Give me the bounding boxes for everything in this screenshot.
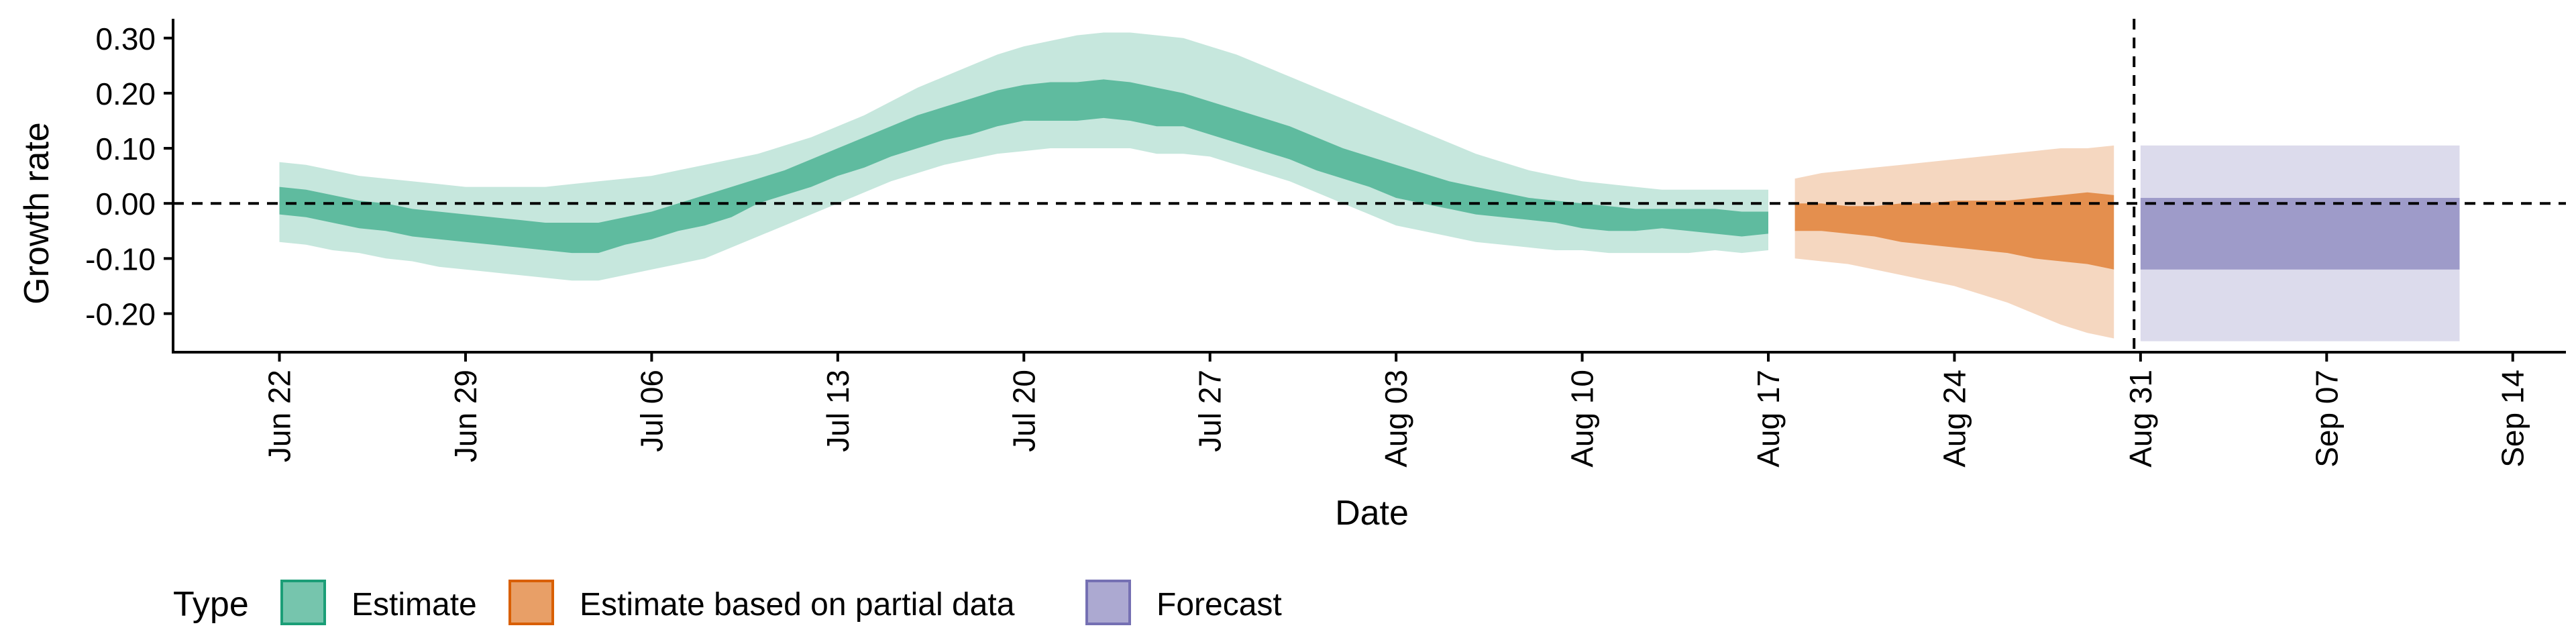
y-tick-label: 0.30 <box>95 21 156 56</box>
x-tick-label: Aug 03 <box>1379 370 1413 468</box>
y-axis-label: Growth rate <box>17 122 56 305</box>
legend-swatch-1 <box>508 580 554 625</box>
legend-swatch-2 <box>1085 580 1131 625</box>
y-tick-label: 0.10 <box>95 131 156 166</box>
x-tick-label: Jul 27 <box>1193 370 1228 452</box>
band-50-2 <box>2140 198 2460 270</box>
legend-swatch-0 <box>280 580 326 625</box>
x-tick-label: Sep 07 <box>2309 370 2344 468</box>
axes: -0.20 -0.10 0.00 0.10 0.20 0.30 Jun 22 Jun 29 Ju… <box>85 19 2566 468</box>
x-tick-label: Jul 20 <box>1006 370 1041 452</box>
y-tick-label: 0.00 <box>95 186 156 221</box>
x-axis-label: Date <box>1335 494 1409 533</box>
x-tick-label: Jun 29 <box>448 370 483 462</box>
legend-label-1: Estimate based on partial data <box>580 587 1015 623</box>
x-tick-label: Aug 24 <box>1937 370 1972 468</box>
x-tick-label: Jul 13 <box>820 370 855 452</box>
x-tick-label: Aug 17 <box>1751 370 1786 468</box>
y-tick-label: 0.20 <box>95 76 156 111</box>
legend: Type Estimate Estimate based on partial d… <box>173 580 1282 625</box>
legend-title: Type <box>173 585 249 624</box>
band-50-1 <box>1794 192 2114 270</box>
reference-lines <box>173 19 2566 352</box>
x-tick-label: Jun 22 <box>262 370 297 462</box>
legend-label-2: Forecast <box>1157 587 1282 623</box>
x-tick-label: Sep 14 <box>2496 370 2530 468</box>
band-50-0 <box>279 79 1768 254</box>
y-tick-label: -0.20 <box>85 297 156 331</box>
x-tick-label: Jul 06 <box>634 370 669 452</box>
ribbon-bands <box>279 32 2460 341</box>
legend-label-0: Estimate <box>352 587 477 623</box>
y-tick-label: -0.10 <box>85 241 156 276</box>
x-tick-label: Aug 31 <box>2123 370 2158 468</box>
x-tick-label: Aug 10 <box>1565 370 1600 468</box>
